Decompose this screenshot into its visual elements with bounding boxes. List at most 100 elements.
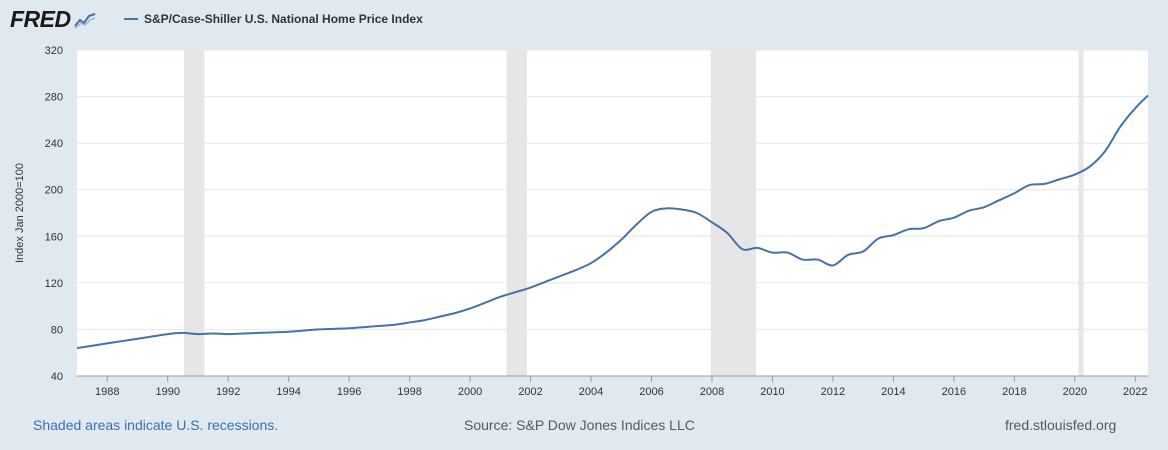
data-point[interactable] bbox=[602, 249, 610, 257]
data-point[interactable] bbox=[149, 332, 157, 340]
data-point[interactable] bbox=[1041, 180, 1049, 188]
data-point[interactable] bbox=[874, 235, 882, 243]
data-point[interactable] bbox=[103, 339, 111, 347]
x-tick-label: 1988 bbox=[95, 386, 119, 398]
data-point[interactable] bbox=[950, 214, 958, 222]
x-tick-label: 1994 bbox=[276, 386, 300, 398]
x-tick-label: 2006 bbox=[639, 386, 663, 398]
data-point[interactable] bbox=[557, 272, 565, 280]
series-line[interactable] bbox=[76, 94, 1149, 350]
data-point[interactable] bbox=[481, 299, 489, 307]
data-point[interactable] bbox=[1086, 162, 1094, 170]
data-point[interactable] bbox=[496, 293, 504, 301]
data-point[interactable] bbox=[859, 247, 867, 255]
data-point[interactable] bbox=[678, 206, 686, 214]
data-point[interactable] bbox=[118, 337, 126, 345]
site-link[interactable]: fred.stlouisfed.org bbox=[1005, 417, 1117, 433]
data-point[interactable] bbox=[1025, 181, 1033, 189]
fred-logo-text: FRED bbox=[10, 6, 71, 32]
data-point[interactable] bbox=[466, 304, 474, 312]
x-tick-label: 2016 bbox=[942, 386, 966, 398]
data-point[interactable] bbox=[617, 236, 625, 244]
data-point[interactable] bbox=[511, 288, 519, 296]
y-tick-label: 160 bbox=[45, 231, 63, 243]
data-point[interactable] bbox=[784, 249, 792, 257]
chart-header: FRED S&P/Case-Shiller U.S. National Home… bbox=[0, 0, 1168, 40]
data-point[interactable] bbox=[285, 328, 293, 336]
data-point[interactable] bbox=[345, 324, 353, 332]
source-note[interactable]: Source: S&P Dow Jones Indices LLC bbox=[464, 417, 695, 433]
x-tick-label: 2012 bbox=[821, 386, 845, 398]
recession-note[interactable]: Shaded areas indicate U.S. recessions. bbox=[33, 417, 279, 433]
data-point[interactable] bbox=[451, 309, 459, 317]
data-point[interactable] bbox=[708, 218, 716, 226]
x-tick-label: 1992 bbox=[216, 386, 240, 398]
data-point[interactable] bbox=[693, 209, 701, 217]
data-point[interactable] bbox=[980, 203, 988, 211]
plot-area bbox=[77, 50, 1148, 376]
data-point[interactable] bbox=[1116, 123, 1124, 131]
data-point[interactable] bbox=[1056, 175, 1064, 183]
data-point[interactable] bbox=[542, 278, 550, 286]
data-point[interactable] bbox=[360, 323, 368, 331]
data-point[interactable] bbox=[375, 322, 383, 330]
data-point[interactable] bbox=[164, 330, 172, 338]
data-point[interactable] bbox=[738, 245, 746, 253]
data-point[interactable] bbox=[995, 196, 1003, 204]
data-point[interactable] bbox=[330, 325, 338, 333]
data-point[interactable] bbox=[648, 208, 656, 216]
data-point[interactable] bbox=[723, 229, 731, 237]
data-point[interactable] bbox=[179, 329, 187, 337]
x-tick-label: 1996 bbox=[337, 386, 361, 398]
data-point[interactable] bbox=[587, 259, 595, 267]
data-point[interactable] bbox=[965, 207, 973, 215]
x-tick-label: 2010 bbox=[760, 386, 784, 398]
data-point[interactable] bbox=[300, 327, 308, 335]
data-point[interactable] bbox=[194, 330, 202, 338]
y-tick-label: 320 bbox=[45, 45, 63, 57]
data-point[interactable] bbox=[406, 318, 414, 326]
y-tick-label: 120 bbox=[45, 278, 63, 290]
data-point[interactable] bbox=[1101, 147, 1109, 155]
data-point[interactable] bbox=[632, 221, 640, 229]
data-point[interactable] bbox=[239, 330, 247, 338]
data-point[interactable] bbox=[315, 325, 323, 333]
trend-chart-icon bbox=[72, 10, 97, 29]
data-point[interactable] bbox=[768, 249, 776, 257]
y-tick-label: 240 bbox=[45, 138, 63, 150]
data-point[interactable] bbox=[935, 217, 943, 225]
data-point[interactable] bbox=[1144, 91, 1152, 99]
data-point[interactable] bbox=[889, 231, 897, 239]
data-point[interactable] bbox=[270, 328, 278, 336]
data-point[interactable] bbox=[799, 256, 807, 264]
data-point[interactable] bbox=[254, 329, 262, 337]
data-point[interactable] bbox=[527, 284, 535, 292]
data-point[interactable] bbox=[1131, 104, 1139, 112]
data-point[interactable] bbox=[133, 335, 141, 343]
fred-logo[interactable]: FRED bbox=[10, 6, 97, 33]
data-point[interactable] bbox=[829, 261, 837, 269]
data-point[interactable] bbox=[844, 251, 852, 259]
data-point[interactable] bbox=[73, 344, 81, 352]
y-tick-label: 280 bbox=[45, 92, 63, 104]
data-point[interactable] bbox=[1071, 171, 1079, 179]
x-tick-label: 2022 bbox=[1123, 386, 1147, 398]
legend-label: S&P/Case-Shiller U.S. National Home Pric… bbox=[144, 12, 423, 26]
data-point[interactable] bbox=[814, 256, 822, 264]
chart-legend[interactable]: S&P/Case-Shiller U.S. National Home Pric… bbox=[124, 12, 423, 26]
data-point[interactable] bbox=[390, 321, 398, 329]
legend-swatch bbox=[124, 18, 138, 20]
y-tick-label: 200 bbox=[45, 185, 63, 197]
data-point[interactable] bbox=[209, 330, 217, 338]
data-point[interactable] bbox=[224, 330, 232, 338]
data-point[interactable] bbox=[753, 244, 761, 252]
data-point[interactable] bbox=[1010, 189, 1018, 197]
data-point[interactable] bbox=[436, 313, 444, 321]
data-point[interactable] bbox=[663, 204, 671, 212]
data-point[interactable] bbox=[905, 225, 913, 233]
line-chart[interactable]: 40 80 120 160 200 240 280 320 1988 1990 1992 1994 19… bbox=[0, 0, 1168, 410]
data-point[interactable] bbox=[421, 316, 429, 324]
data-point[interactable] bbox=[920, 224, 928, 232]
data-point[interactable] bbox=[88, 342, 96, 350]
data-point[interactable] bbox=[572, 266, 580, 274]
